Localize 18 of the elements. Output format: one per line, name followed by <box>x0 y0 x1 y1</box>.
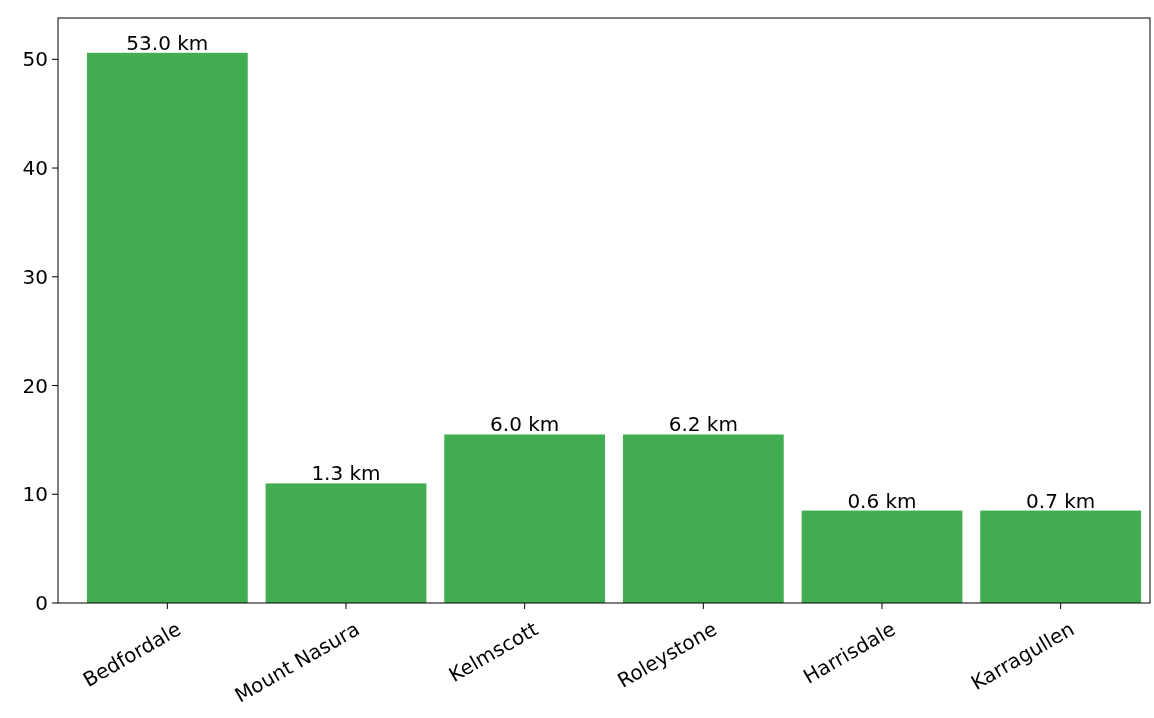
y-tick-label: 10 <box>22 482 48 507</box>
y-tick-label: 40 <box>22 156 48 181</box>
y-tick-label: 20 <box>22 373 48 398</box>
bar <box>801 510 963 603</box>
bar <box>86 52 248 603</box>
annotation: 0.7 km <box>1026 488 1096 513</box>
annotation: 6.2 km <box>668 412 738 437</box>
bar <box>444 434 606 603</box>
bar <box>980 510 1142 603</box>
y-tick-label: 50 <box>22 47 48 72</box>
annotation: 53.0 km <box>126 30 209 55</box>
bar <box>265 483 427 603</box>
y-tick-label: 30 <box>22 264 48 289</box>
bar <box>622 434 784 603</box>
y-tick-label: 0 <box>35 591 48 615</box>
annotation: 1.3 km <box>311 461 381 486</box>
annotation: 6.0 km <box>490 412 560 437</box>
annotation: 0.6 km <box>847 488 917 513</box>
